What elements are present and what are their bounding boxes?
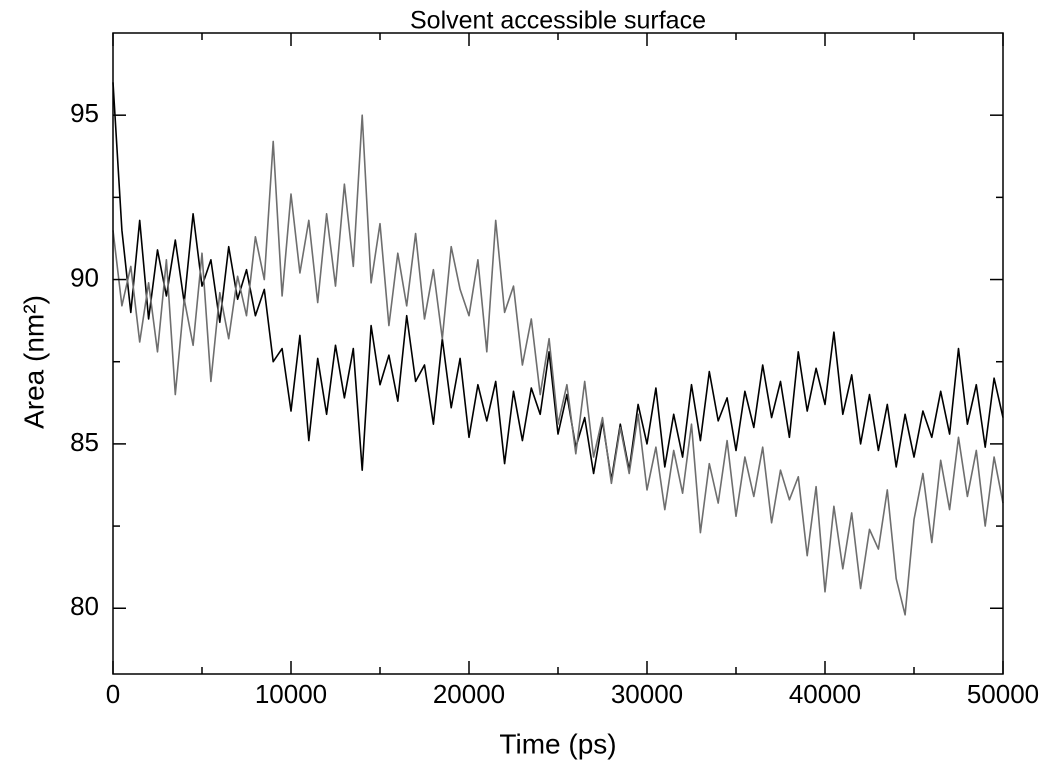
data-line: [112, 82, 1004, 481]
x-axis-label: Time (ps): [499, 728, 616, 759]
x-tick-label: 10000: [255, 679, 327, 709]
x-tick-label: 0: [106, 679, 120, 709]
y-tick-label: 80: [70, 591, 99, 621]
y-axis-label: Area (nm²): [18, 295, 49, 429]
chart-title: Solvent accessible surface: [410, 7, 706, 35]
data-line: [112, 114, 1004, 616]
y-tick-label: 85: [70, 427, 99, 457]
y-tick-label: 95: [70, 98, 99, 128]
x-tick-label: 30000: [611, 679, 683, 709]
x-tick-label: 40000: [789, 679, 861, 709]
x-tick-label: 20000: [433, 679, 505, 709]
plot-frame: [112, 32, 1004, 675]
x-tick-label: 50000: [967, 679, 1039, 709]
y-tick-label: 90: [70, 262, 99, 292]
